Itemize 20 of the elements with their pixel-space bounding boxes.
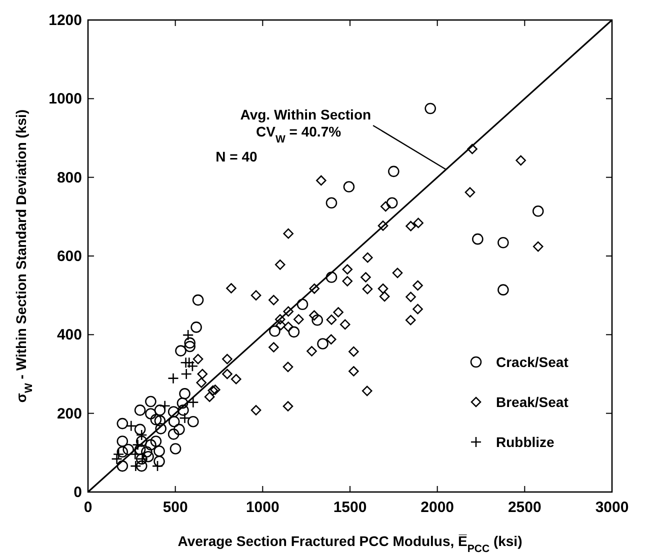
- x-axis-title: Average Section Fractured PCC Modulus, E̅$_{PCC}$ (ksi): [178, 533, 522, 554]
- y-tick-label: 1200: [48, 12, 82, 29]
- y-tick-label: 200: [56, 405, 82, 422]
- legend-label: Break/Seat: [496, 394, 569, 410]
- x-tick-label: 500: [162, 499, 188, 516]
- y-tick-label: 400: [56, 326, 82, 344]
- x-tick-label: 0: [84, 499, 92, 516]
- y-tick-label: 1000: [48, 90, 82, 108]
- legend-label: Rubblize: [496, 434, 555, 450]
- y-tick-label: 800: [56, 169, 82, 186]
- y-tick-label: 600: [56, 248, 82, 265]
- x-tick-label: 2000: [420, 499, 454, 516]
- legend-label: Crack/Seat: [496, 354, 569, 370]
- annotation: Avg. Within Section CV$_{W}$ = 40.7%: [240, 106, 372, 146]
- x-tick-label: 2500: [508, 499, 542, 516]
- x-tick-label: 1000: [246, 499, 280, 516]
- x-tick-label: 1500: [333, 499, 367, 516]
- annotation: N = 40: [216, 148, 258, 165]
- y-tick-label: 0: [74, 484, 82, 501]
- x-tick-label: 3000: [595, 499, 629, 516]
